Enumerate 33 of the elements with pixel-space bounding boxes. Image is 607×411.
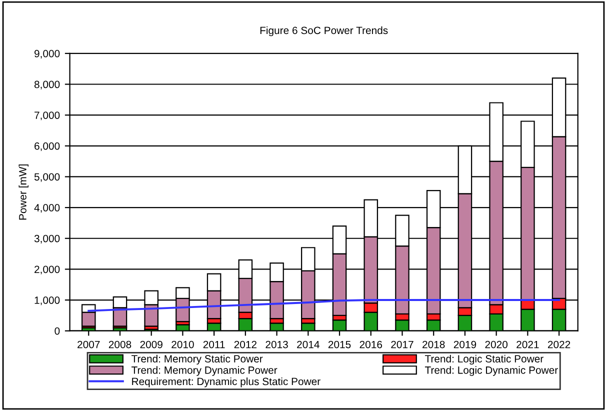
x-tick-label: 2017 (391, 340, 414, 348)
x-tick-label: 2011 (203, 340, 225, 348)
y-tick-label: 8,000 (34, 80, 60, 90)
legend-label: Requirement: Dynamic plus Static Power (132, 378, 320, 388)
x-tick-label: 2021 (516, 340, 539, 348)
y-axis-title: Power [mW] (18, 164, 28, 220)
x-tick-label: 2018 (422, 340, 445, 348)
x-tick-label: 2010 (172, 340, 194, 348)
y-tick-label: 9,000 (34, 50, 60, 59)
y-tick-label: 7,000 (34, 112, 60, 120)
x-tick-label: 2009 (140, 340, 162, 348)
x-tick-label: 2015 (328, 340, 351, 348)
legend-label: Trend: Memory Static Power (132, 354, 263, 365)
y-tick-label: 2,000 (34, 266, 60, 274)
y-tick-label: 1,000 (34, 296, 60, 306)
x-tick-label: 2008 (108, 340, 132, 348)
chart-title: Figure 6 SoC Power Trends (260, 26, 388, 36)
x-tick-label: 2019 (454, 340, 476, 348)
x-tick-label: 2014 (297, 340, 320, 348)
x-tick-label: 2007 (78, 340, 100, 348)
x-tick-label: 2012 (234, 340, 256, 348)
x-tick-label: 2020 (485, 340, 508, 348)
legend-label: Trend: Logic Dynamic Power (424, 366, 558, 376)
x-tick-label: 2016 (360, 340, 382, 348)
y-tick-label: 4,000 (34, 204, 60, 213)
x-tick-label: 2022 (548, 340, 570, 348)
y-tick-label: 6,000 (34, 142, 60, 152)
legend-label: Trend: Memory Dynamic Power (132, 366, 278, 376)
x-tick-label: 2013 (266, 340, 288, 348)
legend-label: Trend: Logic Static Power (424, 354, 544, 365)
y-tick-label: 5,000 (34, 173, 60, 182)
y-tick-label: 0 (54, 327, 60, 335)
y-tick-label: 3,000 (34, 234, 60, 244)
